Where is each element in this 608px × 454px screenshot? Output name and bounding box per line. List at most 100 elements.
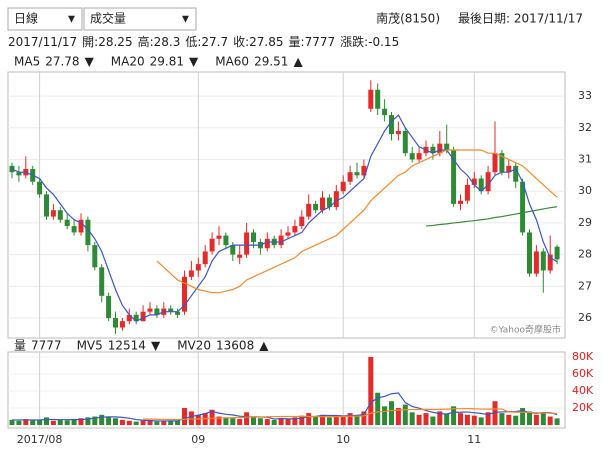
volume-bar (244, 412, 250, 426)
volume-bar (106, 417, 112, 426)
volume-bar (119, 419, 125, 426)
candle-body (430, 146, 436, 154)
volume-bar (30, 420, 36, 426)
x-tick-label: 2017/08 (17, 433, 63, 446)
candle-body (402, 130, 408, 154)
legend-name: MV20 (177, 339, 211, 353)
candle-body (368, 89, 374, 109)
volume-bar (389, 401, 394, 426)
volume-bar (478, 417, 484, 426)
volume-bar (437, 411, 443, 426)
x-tick-label: 09 (191, 433, 205, 446)
candle-body (547, 254, 553, 271)
candle-body (340, 181, 346, 192)
candle-body (499, 153, 505, 173)
y-tick-label: 28 (578, 248, 592, 261)
legend-value: 27.78 (45, 55, 79, 69)
ma-line (11, 114, 558, 322)
volume-bar (533, 414, 539, 426)
candle-body (140, 311, 146, 322)
legend-trend: ▼ (189, 55, 199, 69)
candle-body (451, 149, 457, 204)
candle-body (333, 191, 339, 208)
candle-body (133, 314, 139, 322)
volume-tick-label: 20K (572, 401, 594, 414)
volume-bar (113, 418, 118, 426)
candle-body (71, 226, 77, 233)
volume-bar (320, 414, 325, 426)
candle-body (306, 203, 312, 217)
volume-bar (257, 418, 263, 426)
candle-body (299, 216, 305, 227)
candle-body (182, 276, 187, 312)
volume-tick-label: 80K (572, 350, 594, 363)
ma-line (156, 149, 558, 294)
volume-bar (57, 419, 63, 426)
price-panel (7, 71, 566, 339)
volume-bar (492, 401, 498, 426)
volume-bar (554, 418, 560, 426)
volume-bar (513, 415, 519, 426)
y-tick-label: 26 (578, 311, 592, 324)
volume-bar (264, 419, 270, 426)
legend-trend: ▼ (151, 339, 161, 353)
indicator-arrow: ▼ (182, 15, 189, 25)
candle-body (154, 308, 160, 315)
volume-bar (271, 419, 277, 426)
candle-body (126, 314, 132, 322)
candle-body (78, 219, 84, 233)
volume-bar (444, 413, 450, 426)
volume-bar (85, 417, 91, 426)
volume-bar (485, 412, 491, 426)
volume-bar (50, 420, 56, 426)
legend-trend: ▲ (259, 339, 269, 353)
volume-bar (333, 415, 339, 426)
candle-body (540, 251, 546, 271)
watermark: ©Yahoo奇摩股市 (490, 324, 562, 336)
quote-value: -0.15 (368, 35, 399, 49)
candle-body (471, 178, 477, 185)
volume-bar (340, 416, 346, 426)
candle-body (202, 251, 208, 265)
volume-bar (409, 412, 415, 426)
volume-bar (92, 416, 98, 426)
y-tick-label: 31 (578, 153, 592, 166)
candle-body (292, 226, 298, 233)
quote-label: 收: (233, 35, 249, 49)
volume-bar (133, 421, 139, 426)
volume-bar (71, 419, 77, 426)
candle-body (244, 232, 250, 255)
legend-value: 29.81 (150, 55, 184, 69)
period-select[interactable] (7, 7, 83, 31)
quote-date: 2017/11/17 (8, 35, 77, 49)
volume-bar (168, 421, 174, 426)
candle-body (285, 232, 291, 236)
volume-bar (23, 419, 29, 426)
volume-bar (147, 419, 153, 426)
legend-name: MA20 (111, 55, 145, 69)
volume-bar (251, 417, 256, 426)
candle-body (361, 165, 367, 176)
volume-bar (161, 420, 167, 426)
volume-bar (299, 415, 305, 426)
volume-bar (306, 413, 312, 426)
candle-body (533, 251, 539, 274)
quote-value: 28.3 (154, 35, 181, 49)
candle-body (354, 172, 360, 176)
candle-body (209, 238, 215, 252)
volume-bar (216, 416, 222, 426)
candle-body (85, 219, 91, 246)
indicator-select[interactable] (83, 7, 197, 31)
candle-body (16, 172, 22, 176)
candle-body (223, 235, 229, 246)
candle-body (478, 178, 484, 192)
candle-body (513, 165, 519, 182)
candle-body (175, 311, 181, 315)
volume-bar (527, 411, 532, 426)
mv-line (12, 392, 558, 422)
candle-body (320, 197, 325, 211)
legend-name: MA5 (14, 55, 40, 69)
candle-body (527, 232, 532, 274)
candle-body (520, 181, 526, 233)
legend-name: MA60 (215, 55, 249, 69)
